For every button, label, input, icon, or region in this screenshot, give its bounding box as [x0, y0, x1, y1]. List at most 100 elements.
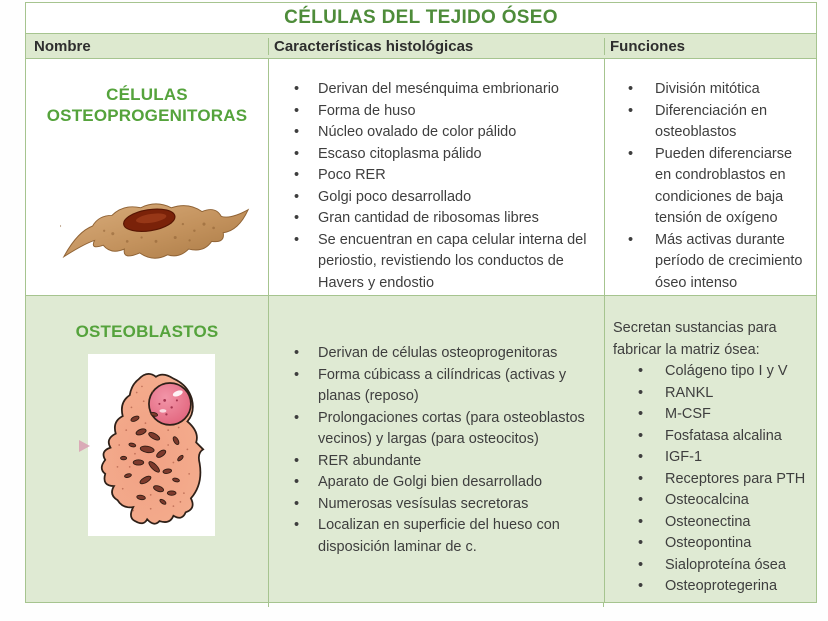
- list-item: • Derivan de células osteoprogenitoras: [292, 343, 588, 365]
- list-item: • División mitótica: [626, 79, 810, 101]
- list-item: • Localizan en superficie del hueso con …: [292, 515, 588, 558]
- list-item: • RANKL: [636, 383, 810, 405]
- bullet-icon: •: [294, 145, 300, 162]
- table-row-osteoblastos: OSTEOBLASTOS: [26, 296, 816, 602]
- list-item: • Más activas durante período de crecimi…: [626, 230, 810, 295]
- row-name-osteoprogenitoras: CÉLULAS OSTEOPROGENITORAS: [46, 85, 248, 125]
- caracteristicas-list: • Derivan de células osteoprogenitoras •…: [269, 296, 604, 558]
- bullet-icon: •: [638, 492, 644, 508]
- table-title: CÉLULAS DEL TEJIDO ÓSEO: [284, 7, 558, 28]
- list-item: • Pueden diferenciarse en condroblastos …: [626, 144, 810, 230]
- list-item-text: División mitótica: [655, 81, 760, 97]
- column-header-funciones: Funciones: [610, 37, 686, 55]
- list-item-text: Prolongaciones cortas (para osteoblastos…: [318, 409, 585, 448]
- list-item: • Osteonectina: [636, 512, 810, 534]
- column-header-nombre: Nombre: [26, 37, 269, 55]
- list-item: • Osteoprotegerina: [636, 576, 810, 598]
- list-item: • Receptores para PTH: [636, 469, 810, 491]
- funciones-cell-osteoprogenitoras: • División mitótica • Diferenciación en …: [605, 59, 816, 295]
- list-item: • Sialoproteína ósea: [636, 555, 810, 577]
- list-item-text: Golgi poco desarrollado: [318, 188, 472, 205]
- list-item-text: Gran cantidad de ribosomas libres: [318, 210, 539, 226]
- list-item: • Fosfatasa alcalina: [636, 426, 810, 448]
- funciones-intro: Secretan sustancias para fabricar la mat…: [613, 320, 777, 358]
- list-item-text: Núcleo ovalado de color pálido: [318, 124, 517, 140]
- list-item: • Forma cúbicass a cilíndricas (activas …: [292, 365, 588, 408]
- bullet-icon: •: [294, 345, 300, 361]
- list-item-text: Se encuentran en capa celular interna de…: [318, 231, 587, 291]
- bullet-icon: •: [628, 102, 634, 119]
- funciones-cell-osteoblastos: Secretan sustancias para fabricar la mat…: [605, 296, 816, 602]
- caracteristicas-cell-osteoblastos: • Derivan de células osteoprogenitoras •…: [269, 296, 605, 602]
- table-border-stub: [268, 603, 269, 607]
- list-item: • IGF-1: [636, 447, 810, 469]
- osteoprogenitor-cell-illustration: [60, 203, 250, 259]
- table-border-stub: [603, 603, 604, 607]
- list-item-text: M-CSF: [665, 406, 711, 422]
- list-item: • Se encuentran en capa celular interna …: [292, 230, 588, 295]
- row-name-osteoblastos: OSTEOBLASTOS: [75, 322, 219, 341]
- bullet-icon: •: [638, 427, 644, 444]
- list-item-text: Pueden diferenciarse en condroblastos en…: [655, 145, 793, 227]
- list-item: • Colágeno tipo I y V: [636, 361, 810, 383]
- bullet-icon: •: [638, 535, 644, 551]
- table-title-row: CÉLULAS DEL TEJIDO ÓSEO: [26, 3, 816, 34]
- bullet-icon: •: [294, 188, 300, 205]
- bone-tissue-cells-table: CÉLULAS DEL TEJIDO ÓSEO Nombre Caracterí…: [25, 2, 817, 603]
- osteoblast-cell-illustration: [100, 373, 205, 525]
- list-item: • Núcleo ovalado de color pálido: [292, 122, 588, 144]
- list-item-text: RER abundante: [318, 452, 422, 469]
- caracteristicas-cell-osteoprogenitoras: • Derivan del mesénquima embrionario • F…: [269, 59, 605, 295]
- bullet-icon: •: [638, 449, 644, 465]
- list-item: • RER abundante: [292, 451, 588, 473]
- name-cell-osteoprogenitoras: CÉLULAS OSTEOPROGENITORAS: [26, 59, 269, 295]
- bullet-icon: •: [294, 167, 300, 183]
- list-item-text: RANKL: [665, 384, 714, 401]
- list-item: • M-CSF: [636, 404, 810, 426]
- list-item-text: Osteonectina: [665, 513, 751, 530]
- list-item: • Numerosas vesísulas secretoras: [292, 494, 588, 516]
- list-item-text: Fosfatasa alcalina: [665, 427, 782, 444]
- bullet-icon: •: [638, 513, 644, 530]
- osteoblast-image-frame: [79, 354, 215, 536]
- list-item-text: Diferenciación en osteoblastos: [655, 102, 768, 141]
- bullet-icon: •: [294, 124, 300, 140]
- bullet-icon: •: [638, 406, 644, 422]
- bullet-icon: •: [628, 145, 634, 162]
- list-item: • Osteocalcina: [636, 490, 810, 512]
- column-header-caracteristicas: Características histológicas: [269, 37, 605, 55]
- pink-arrow-icon: [79, 440, 90, 452]
- table-row-osteoprogenitoras: CÉLULAS OSTEOPROGENITORAS: [26, 59, 816, 296]
- list-item-text: Aparato de Golgi bien desarrollado: [318, 474, 543, 490]
- list-item-text: Poco RER: [318, 167, 386, 183]
- bullet-icon: •: [294, 366, 300, 383]
- bullet-icon: •: [628, 231, 634, 248]
- list-item: • Forma de huso: [292, 101, 588, 123]
- list-item: • Diferenciación en osteoblastos: [626, 101, 810, 144]
- list-item-text: Numerosas vesísulas secretoras: [318, 495, 529, 512]
- funciones-list: • División mitótica • Diferenciación en …: [613, 79, 810, 294]
- list-item-text: Escaso citoplasma pálido: [318, 145, 482, 162]
- bullet-icon: •: [294, 81, 300, 97]
- list-item-text: Osteoprotegerina: [665, 578, 778, 594]
- bullet-icon: •: [294, 474, 300, 490]
- bullet-icon: •: [638, 578, 644, 594]
- list-item-text: Más activas durante período de crecimien…: [655, 231, 803, 291]
- list-item: • Prolongaciones cortas (para osteoblast…: [292, 408, 588, 451]
- list-item-text: Osteocalcina: [665, 492, 749, 508]
- list-item-text: Derivan de células osteoprogenitoras: [318, 345, 558, 361]
- table-header-row: Nombre Características histológicas Func…: [26, 34, 816, 59]
- list-item: • Osteopontina: [636, 533, 810, 555]
- bullet-icon: •: [294, 495, 300, 512]
- list-item-text: Colágeno tipo I y V: [665, 363, 788, 379]
- list-item: • Aparato de Golgi bien desarrollado: [292, 472, 588, 494]
- bullet-icon: •: [294, 231, 300, 248]
- name-cell-osteoblastos: OSTEOBLASTOS: [26, 296, 269, 602]
- list-item-text: Sialoproteína ósea: [665, 556, 786, 573]
- list-item-text: Osteopontina: [665, 535, 752, 551]
- funciones-list: • Colágeno tipo I y V • RANKL • M-CSF: [613, 361, 810, 598]
- caracteristicas-list: • Derivan del mesénquima embrionario • F…: [269, 59, 604, 294]
- bullet-icon: •: [638, 556, 644, 573]
- bullet-icon: •: [294, 452, 300, 469]
- list-item-text: Forma cúbicass a cilíndricas (activas y …: [318, 366, 567, 405]
